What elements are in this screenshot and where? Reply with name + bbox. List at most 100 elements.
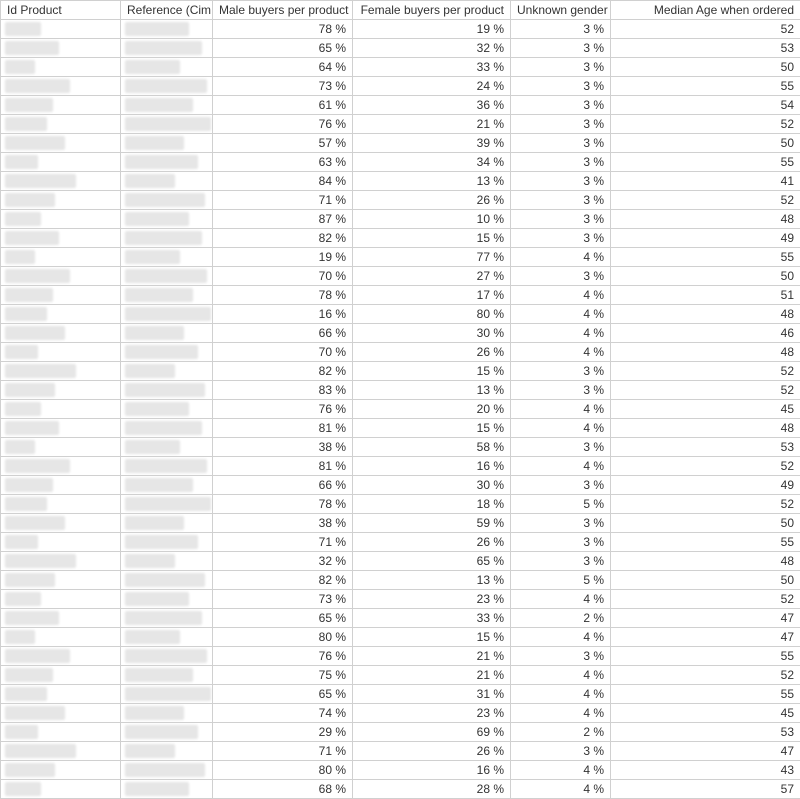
cell-unknown: 3 % [511, 39, 611, 58]
cell-male: 38 % [213, 438, 353, 457]
cell-unknown: 3 % [511, 381, 611, 400]
cell-age: 48 [611, 343, 800, 362]
cell-male: 71 % [213, 742, 353, 761]
table-row[interactable]: 84 %13 %3 %41 [1, 172, 800, 191]
cell-age: 52 [611, 20, 800, 39]
cell-male: 57 % [213, 134, 353, 153]
table-row[interactable]: 38 %58 %3 %53 [1, 438, 800, 457]
col-header-ref[interactable]: Reference (Cim P [121, 1, 213, 20]
cell-female: 15 % [353, 628, 511, 647]
cell-unknown: 4 % [511, 305, 611, 324]
cell-age: 50 [611, 58, 800, 77]
table-row[interactable]: 65 %32 %3 %53 [1, 39, 800, 58]
table-row[interactable]: 78 %17 %4 %51 [1, 286, 800, 305]
table-row[interactable]: 29 %69 %2 %53 [1, 723, 800, 742]
table-row[interactable]: 83 %13 %3 %52 [1, 381, 800, 400]
cell-age: 52 [611, 457, 800, 476]
table-row[interactable]: 87 %10 %3 %48 [1, 210, 800, 229]
table-row[interactable]: 65 %33 %2 %47 [1, 609, 800, 628]
table-row[interactable]: 76 %20 %4 %45 [1, 400, 800, 419]
cell-male: 16 % [213, 305, 353, 324]
table-row[interactable]: 82 %13 %5 %50 [1, 571, 800, 590]
cell-male: 74 % [213, 704, 353, 723]
table-row[interactable]: 76 %21 %3 %52 [1, 115, 800, 134]
cell-unknown: 4 % [511, 457, 611, 476]
table-row[interactable]: 82 %15 %3 %52 [1, 362, 800, 381]
table-row[interactable]: 70 %26 %4 %48 [1, 343, 800, 362]
cell-id [1, 590, 121, 609]
table-row[interactable]: 16 %80 %4 %48 [1, 305, 800, 324]
cell-unknown: 4 % [511, 324, 611, 343]
table-row[interactable]: 64 %33 %3 %50 [1, 58, 800, 77]
table-row[interactable]: 78 %18 %5 %52 [1, 495, 800, 514]
cell-id [1, 267, 121, 286]
cell-age: 52 [611, 362, 800, 381]
cell-female: 34 % [353, 153, 511, 172]
table-row[interactable]: 82 %15 %3 %49 [1, 229, 800, 248]
table-row[interactable]: 74 %23 %4 %45 [1, 704, 800, 723]
cell-female: 26 % [353, 191, 511, 210]
cell-age: 49 [611, 476, 800, 495]
table-row[interactable]: 78 %19 %3 %52 [1, 20, 800, 39]
cell-male: 19 % [213, 248, 353, 267]
cell-male: 82 % [213, 229, 353, 248]
cell-male: 81 % [213, 419, 353, 438]
cell-id [1, 77, 121, 96]
table-row[interactable]: 73 %23 %4 %52 [1, 590, 800, 609]
cell-male: 70 % [213, 267, 353, 286]
cell-female: 28 % [353, 780, 511, 799]
cell-id [1, 704, 121, 723]
cell-id [1, 324, 121, 343]
cell-age: 48 [611, 552, 800, 571]
table-row[interactable]: 80 %16 %4 %43 [1, 761, 800, 780]
table-row[interactable]: 75 %21 %4 %52 [1, 666, 800, 685]
cell-female: 24 % [353, 77, 511, 96]
table-row[interactable]: 61 %36 %3 %54 [1, 96, 800, 115]
cell-unknown: 4 % [511, 590, 611, 609]
table-row[interactable]: 76 %21 %3 %55 [1, 647, 800, 666]
cell-male: 82 % [213, 571, 353, 590]
table-row[interactable]: 70 %27 %3 %50 [1, 267, 800, 286]
cell-id [1, 533, 121, 552]
cell-id [1, 761, 121, 780]
cell-unknown: 4 % [511, 704, 611, 723]
table-row[interactable]: 63 %34 %3 %55 [1, 153, 800, 172]
cell-male: 78 % [213, 495, 353, 514]
cell-age: 55 [611, 647, 800, 666]
table-row[interactable]: 38 %59 %3 %50 [1, 514, 800, 533]
table-row[interactable]: 65 %31 %4 %55 [1, 685, 800, 704]
table-row[interactable]: 66 %30 %3 %49 [1, 476, 800, 495]
table-row[interactable]: 32 %65 %3 %48 [1, 552, 800, 571]
cell-ref [121, 229, 213, 248]
cell-female: 26 % [353, 533, 511, 552]
table-row[interactable]: 73 %24 %3 %55 [1, 77, 800, 96]
table-row[interactable]: 81 %16 %4 %52 [1, 457, 800, 476]
col-header-unknown[interactable]: Unknown gender [511, 1, 611, 20]
table-row[interactable]: 19 %77 %4 %55 [1, 248, 800, 267]
cell-female: 15 % [353, 229, 511, 248]
cell-male: 75 % [213, 666, 353, 685]
cell-ref [121, 115, 213, 134]
table-row[interactable]: 66 %30 %4 %46 [1, 324, 800, 343]
cell-male: 32 % [213, 552, 353, 571]
col-header-id[interactable]: Id Product [1, 1, 121, 20]
cell-age: 50 [611, 514, 800, 533]
cell-male: 78 % [213, 20, 353, 39]
table-row[interactable]: 71 %26 %3 %47 [1, 742, 800, 761]
table-row[interactable]: 57 %39 %3 %50 [1, 134, 800, 153]
table-row[interactable]: 71 %26 %3 %55 [1, 533, 800, 552]
cell-id [1, 457, 121, 476]
table-row[interactable]: 80 %15 %4 %47 [1, 628, 800, 647]
cell-unknown: 3 % [511, 191, 611, 210]
cell-ref [121, 248, 213, 267]
table-row[interactable]: 68 %28 %4 %57 [1, 780, 800, 799]
cell-female: 30 % [353, 324, 511, 343]
cell-ref [121, 20, 213, 39]
cell-id [1, 305, 121, 324]
col-header-age[interactable]: Median Age when ordered [611, 1, 800, 20]
col-header-male[interactable]: Male buyers per product [213, 1, 353, 20]
cell-female: 16 % [353, 761, 511, 780]
table-row[interactable]: 71 %26 %3 %52 [1, 191, 800, 210]
table-row[interactable]: 81 %15 %4 %48 [1, 419, 800, 438]
col-header-female[interactable]: Female buyers per product [353, 1, 511, 20]
